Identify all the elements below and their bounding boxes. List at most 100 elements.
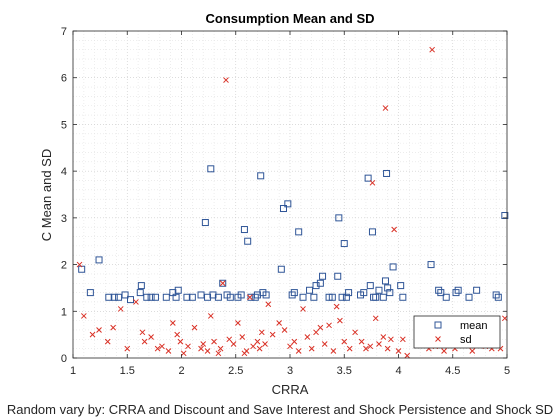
sd-point [219,280,226,287]
mean-point [115,293,123,301]
mean-point [473,286,481,294]
mean-point [316,279,324,287]
sd-point [174,331,181,338]
mean-point [299,293,307,301]
y-tick-label: 4 [61,166,67,178]
sd-point [321,341,328,347]
mean-point [209,291,217,299]
mean-point [368,228,376,236]
sd-point [256,345,263,352]
mean-point [334,272,342,280]
sd-point [250,343,256,350]
y-tick-label: 7 [61,26,67,38]
mean-point [310,293,318,301]
mean-point [372,293,380,301]
mean-point [172,293,180,301]
x-tick-label: 1 [70,365,76,377]
grid-lines [73,31,507,358]
mean-point [201,219,209,227]
mean-point [375,286,383,294]
sd-point [382,105,389,111]
sd-point [317,324,324,331]
sd-point [363,345,369,352]
mean-point [360,289,368,297]
sd-point [399,336,406,343]
mean-point [397,282,405,290]
figure-caption: Random vary by: CRRA and Discount and Sa… [7,402,553,417]
mean-point [151,293,159,301]
sd-point [180,350,187,357]
mean-point [328,293,336,301]
mean-point [340,240,348,248]
sd-point [291,338,298,345]
sd-point [148,334,154,340]
x-tick-label: 3 [287,365,293,377]
sd-point [265,301,272,308]
mean-point [384,284,392,292]
sd-point [76,261,83,268]
legend-marker-sd [435,336,441,342]
sd-point [276,320,283,326]
mean-point [312,282,320,290]
mean-point [442,293,450,301]
mean-point [290,289,298,297]
y-tick-label: 5 [61,119,67,131]
mean-point [121,291,129,299]
sd-point [352,329,358,336]
sd-point [223,77,229,83]
sd-point [429,46,435,53]
y-tick-label: 1 [61,306,67,318]
mean-point [204,293,212,301]
mean-point [437,289,445,297]
sd-point [384,345,391,352]
mean-point [494,293,502,301]
legend: mean sd [413,315,501,349]
mean-point [465,293,473,301]
mean-point [279,205,287,213]
mean-point [226,293,234,301]
sd-point [235,320,241,326]
series-mean [78,165,509,304]
sd-point [388,336,394,343]
sd-point [469,348,476,354]
sd-point [269,331,276,338]
y-axis-label: C Mean and SD [39,149,54,242]
mean-point [219,279,227,287]
sd-point [211,338,217,345]
sd-point [80,313,87,319]
sd-point [358,338,365,345]
sd-point [169,320,176,326]
mean-point [251,293,259,301]
mean-point [435,286,443,294]
mean-point [95,256,103,264]
sd-point [304,334,311,340]
mean-point [306,286,314,294]
sd-point [346,345,353,352]
mean-point [379,293,387,301]
mean-point [136,289,144,297]
sd-point [230,341,237,347]
mean-point [288,291,296,299]
mean-point [143,293,151,301]
mean-point [162,293,170,301]
sd-point [287,343,293,350]
sd-point [165,348,172,354]
mean-point [389,263,397,271]
mean-point [399,293,407,301]
sd-point [376,341,382,347]
mean-point [295,228,303,236]
sd-point [141,338,148,345]
sd-point [96,327,102,333]
mean-point [454,286,462,294]
mean-point [197,291,205,299]
y-tick-label: 3 [61,213,67,225]
sd-point [177,338,184,345]
mean-point [137,282,145,290]
sd-point [341,338,348,345]
sd-point [239,334,246,340]
sd-point [369,179,376,186]
mean-point [342,293,350,301]
sd-point [117,306,124,312]
sd-point [198,345,204,352]
legend-marker-mean [434,321,442,329]
